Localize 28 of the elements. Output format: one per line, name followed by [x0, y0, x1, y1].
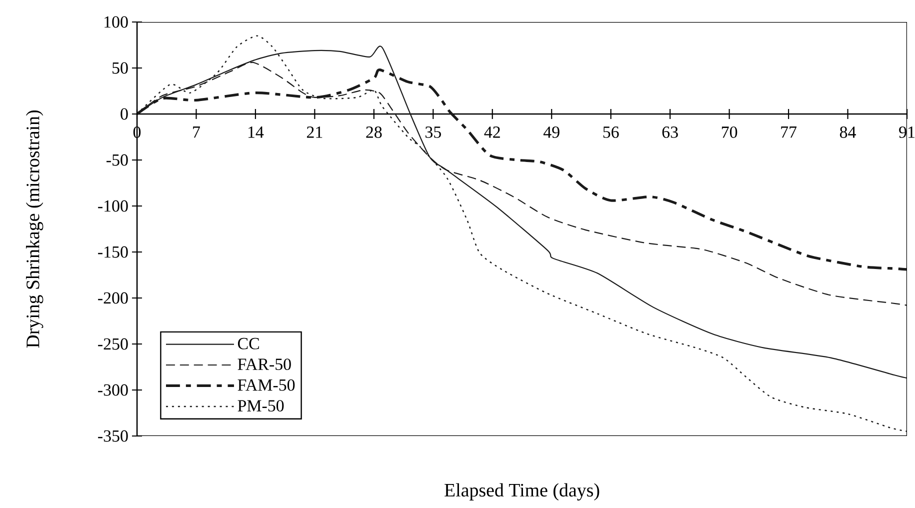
legend-label: FAR-50	[238, 358, 291, 370]
x-tick-label: 35	[426, 126, 441, 138]
legend-label: CC	[238, 338, 259, 350]
legend-label: PM-50	[238, 400, 284, 412]
x-tick-label: 7	[193, 126, 200, 138]
y-tick-label: 100	[104, 16, 128, 28]
x-tick-label: 49	[543, 126, 560, 138]
y-tick-label: -100	[98, 200, 128, 212]
y-tick-label: -150	[98, 246, 128, 258]
x-tick-label: 77	[781, 126, 797, 138]
y-axis-title: Drying Shrinkage (microstrain)	[26, 110, 44, 348]
y-tick-label: 0	[120, 108, 128, 120]
x-axis-title: Elapsed Time (days)	[444, 483, 600, 500]
x-tick-label: 84	[840, 126, 856, 138]
x-tick-label: 28	[366, 126, 382, 138]
x-tick-label: 70	[722, 126, 738, 138]
x-tick-label: 14	[248, 126, 264, 138]
y-tick-label: -200	[98, 292, 128, 304]
x-tick-label: 63	[662, 126, 678, 138]
y-tick-label: -250	[98, 338, 128, 350]
x-tick-label: 42	[484, 126, 500, 138]
x-tick-label: 21	[306, 126, 322, 138]
y-tick-label: -300	[98, 384, 128, 396]
legend-label: FAM-50	[238, 379, 295, 391]
y-tick-label: 50	[112, 62, 128, 74]
y-tick-label: -350	[98, 430, 128, 442]
y-tick-label: -50	[106, 154, 128, 166]
x-tick-label: 56	[603, 126, 619, 138]
